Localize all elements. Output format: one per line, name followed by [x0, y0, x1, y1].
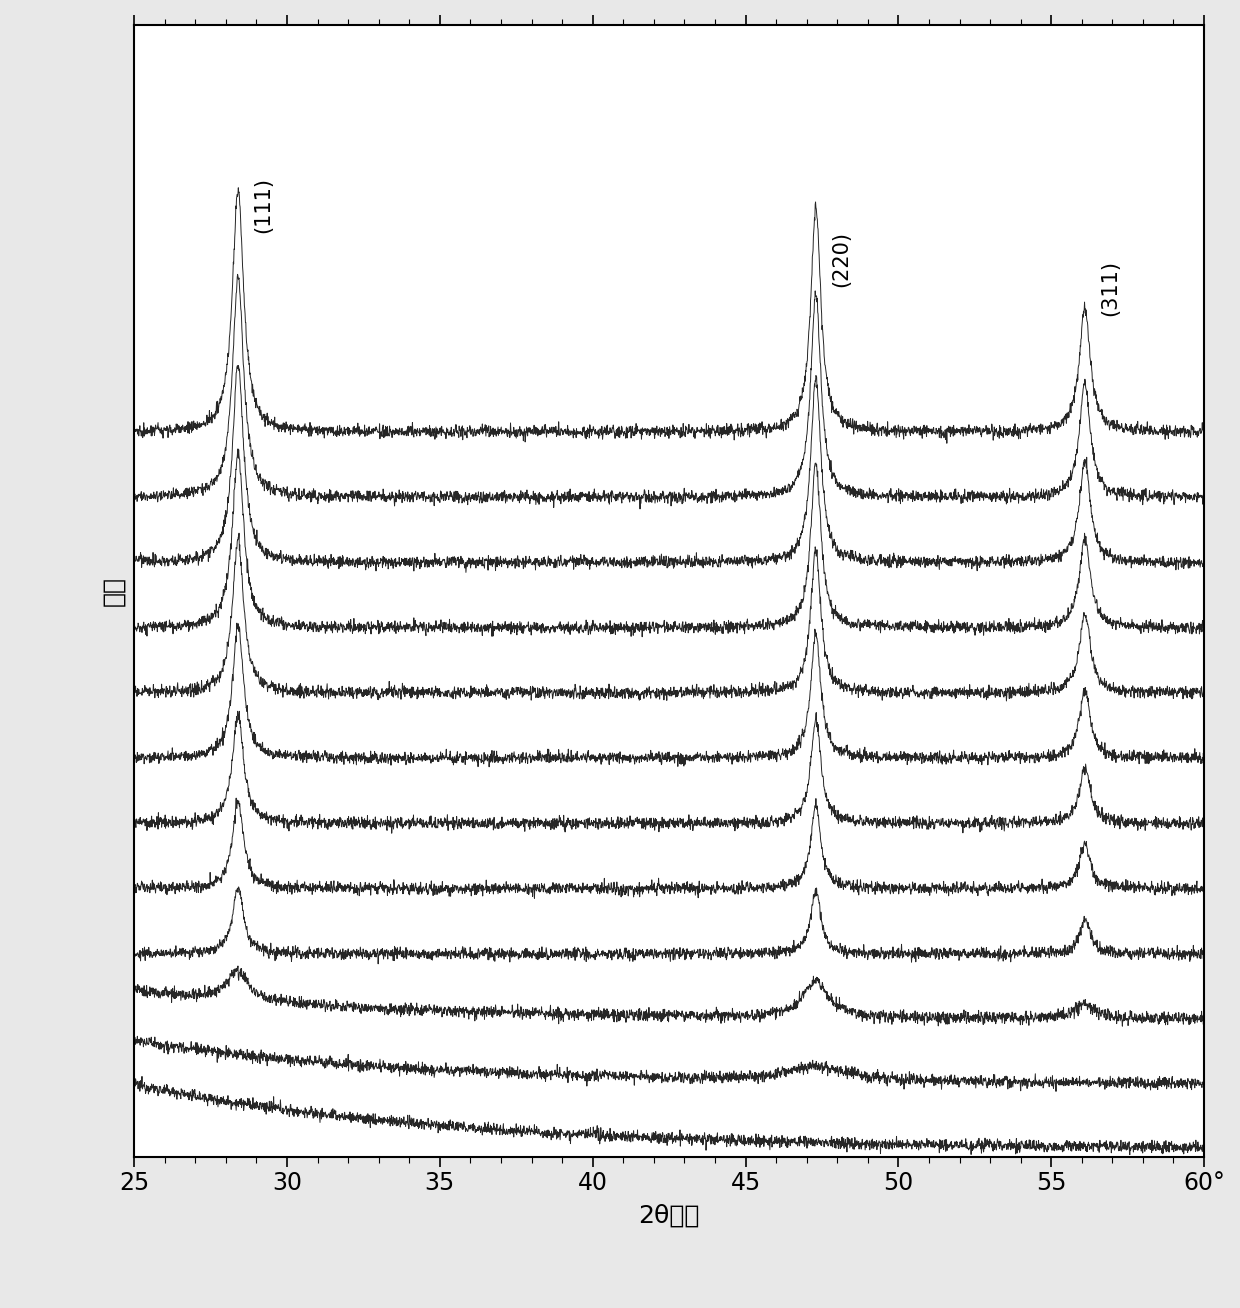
Text: (311): (311): [1100, 260, 1120, 317]
Text: (111): (111): [253, 177, 273, 233]
Text: (220): (220): [831, 232, 851, 286]
X-axis label: 2θ伺度: 2θ伺度: [639, 1203, 699, 1228]
Y-axis label: 强度: 强度: [102, 576, 125, 606]
